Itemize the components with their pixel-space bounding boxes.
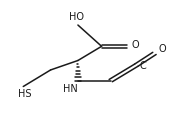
- Text: HO: HO: [69, 12, 84, 22]
- Text: HN: HN: [63, 84, 78, 94]
- Text: O: O: [132, 40, 139, 50]
- Text: O: O: [158, 44, 166, 54]
- Text: HS: HS: [18, 89, 31, 99]
- Text: C: C: [140, 61, 147, 71]
